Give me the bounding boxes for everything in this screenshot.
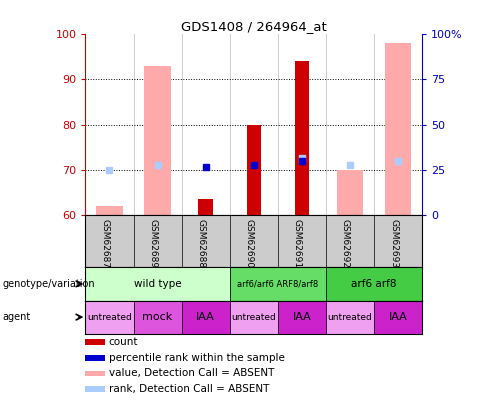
Text: GSM62689: GSM62689 <box>148 219 158 268</box>
Bar <box>85 267 230 301</box>
Text: GSM62691: GSM62691 <box>293 219 302 268</box>
Text: IAA: IAA <box>292 312 311 322</box>
Bar <box>337 170 363 215</box>
Text: value, Detection Call = ABSENT: value, Detection Call = ABSENT <box>109 369 274 378</box>
Text: GSM62687: GSM62687 <box>101 219 109 268</box>
Text: GSM62692: GSM62692 <box>341 219 350 268</box>
Text: IAA: IAA <box>196 312 215 322</box>
Text: mock: mock <box>142 312 173 322</box>
Bar <box>134 301 182 334</box>
Bar <box>182 301 230 334</box>
Bar <box>326 301 374 334</box>
Title: GDS1408 / 264964_at: GDS1408 / 264964_at <box>181 20 326 33</box>
Bar <box>230 301 278 334</box>
Bar <box>326 267 422 301</box>
Bar <box>230 267 326 301</box>
Text: GSM62688: GSM62688 <box>197 219 205 268</box>
Bar <box>85 339 105 345</box>
Text: untreated: untreated <box>231 313 276 322</box>
Text: wild type: wild type <box>134 279 182 289</box>
Bar <box>199 199 213 215</box>
Bar <box>295 62 309 215</box>
Bar <box>374 301 422 334</box>
Bar <box>278 301 326 334</box>
Text: agent: agent <box>2 312 31 322</box>
Text: untreated: untreated <box>87 313 132 322</box>
Bar <box>85 386 105 392</box>
Text: genotype/variation: genotype/variation <box>2 279 95 289</box>
Bar <box>144 66 171 215</box>
Text: arf6 arf8: arf6 arf8 <box>351 279 397 289</box>
Text: IAA: IAA <box>389 312 407 322</box>
Text: rank, Detection Call = ABSENT: rank, Detection Call = ABSENT <box>109 384 269 394</box>
Text: untreated: untreated <box>327 313 372 322</box>
Text: GSM62693: GSM62693 <box>389 219 398 268</box>
Text: count: count <box>109 337 138 347</box>
Text: GSM62690: GSM62690 <box>245 219 254 268</box>
Bar <box>85 301 134 334</box>
Bar <box>246 125 261 215</box>
Text: percentile rank within the sample: percentile rank within the sample <box>109 353 285 363</box>
Bar <box>385 43 411 215</box>
Bar <box>85 355 105 360</box>
Text: arf6/arf6 ARF8/arf8: arf6/arf6 ARF8/arf8 <box>237 279 319 288</box>
Bar <box>85 371 105 376</box>
Bar <box>96 206 122 215</box>
